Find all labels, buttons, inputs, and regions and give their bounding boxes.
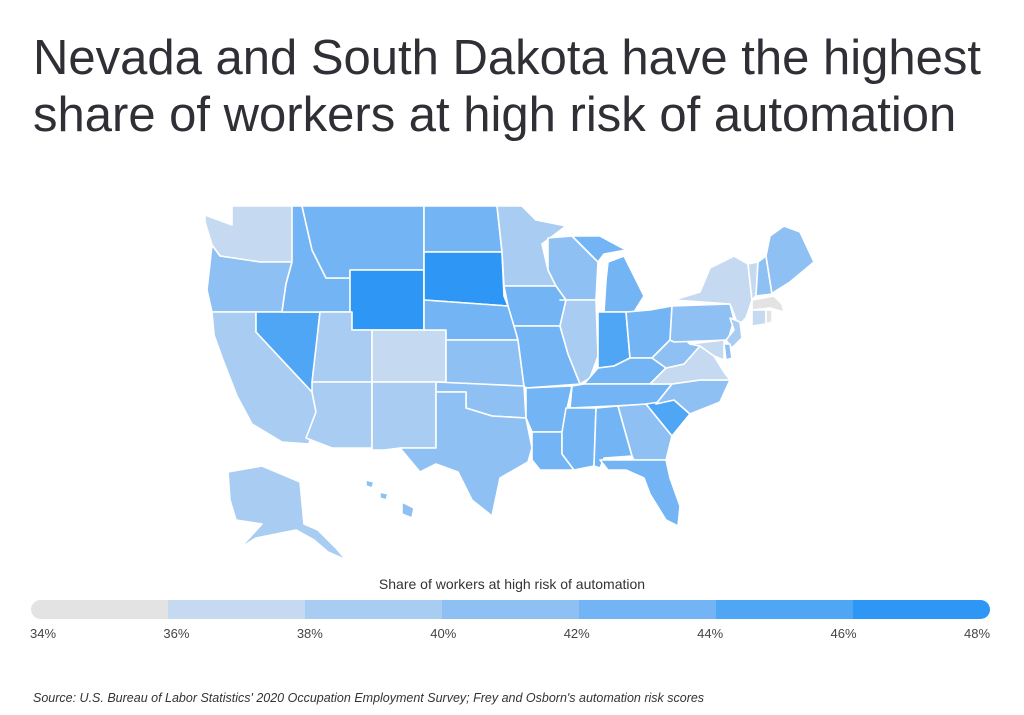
legend-ticks: 34% 36% 38% 40% 42% 44% 46% 48% [0,626,1024,646]
state-NM[interactable] [371,381,437,451]
legend-tick-label: 48% [963,626,991,641]
state-MN[interactable] [496,205,567,287]
state-TX[interactable] [399,391,533,517]
state-MS[interactable] [561,407,597,471]
state-IA[interactable] [503,285,567,327]
chart-title: Nevada and South Dakota have the highest… [33,30,993,144]
state-WY[interactable] [349,269,425,331]
state-NJ[interactable] [725,317,743,349]
state-FL[interactable] [599,459,681,527]
title-line-1: Nevada and South Dakota have the highest [33,31,982,85]
state-ME[interactable] [765,225,815,295]
legend-tick-label: 46% [830,626,857,641]
state-MD[interactable] [689,339,725,361]
legend-tick-label: 44% [697,626,724,641]
state-PA[interactable] [669,303,735,343]
legend-title: Share of workers at high risk of automat… [378,576,646,592]
legend-tick-label: 40% [430,626,457,641]
title-line-2: share of workers at high risk of automat… [33,88,957,142]
state-SD[interactable] [423,251,509,307]
state-HI[interactable] [365,479,415,519]
state-AZ[interactable] [305,381,373,449]
legend-segment [168,600,305,619]
source-note: Source: U.S. Bureau of Labor Statistics'… [33,691,705,705]
us-states-map [204,205,815,561]
legend-color-bar [31,600,990,619]
legend-segment [579,600,716,619]
state-KS[interactable] [445,339,525,387]
legend-tick-label: 42% [563,626,590,641]
legend-segment [31,600,168,619]
state-RI[interactable] [765,309,773,325]
legend-segment [716,600,853,619]
state-WA[interactable] [204,205,303,263]
state-CT[interactable] [751,309,767,327]
legend-segment [305,600,442,619]
legend-segment [853,600,990,619]
state-DE[interactable] [723,343,733,361]
legend-tick-label: 36% [163,626,190,641]
state-AK[interactable] [227,465,347,561]
state-ND[interactable] [423,205,503,253]
legend-tick-label: 38% [296,626,323,641]
legend-tick-label: 34% [29,626,57,641]
state-MT[interactable] [301,205,425,279]
state-CO[interactable] [371,329,447,383]
legend-segment [442,600,579,619]
